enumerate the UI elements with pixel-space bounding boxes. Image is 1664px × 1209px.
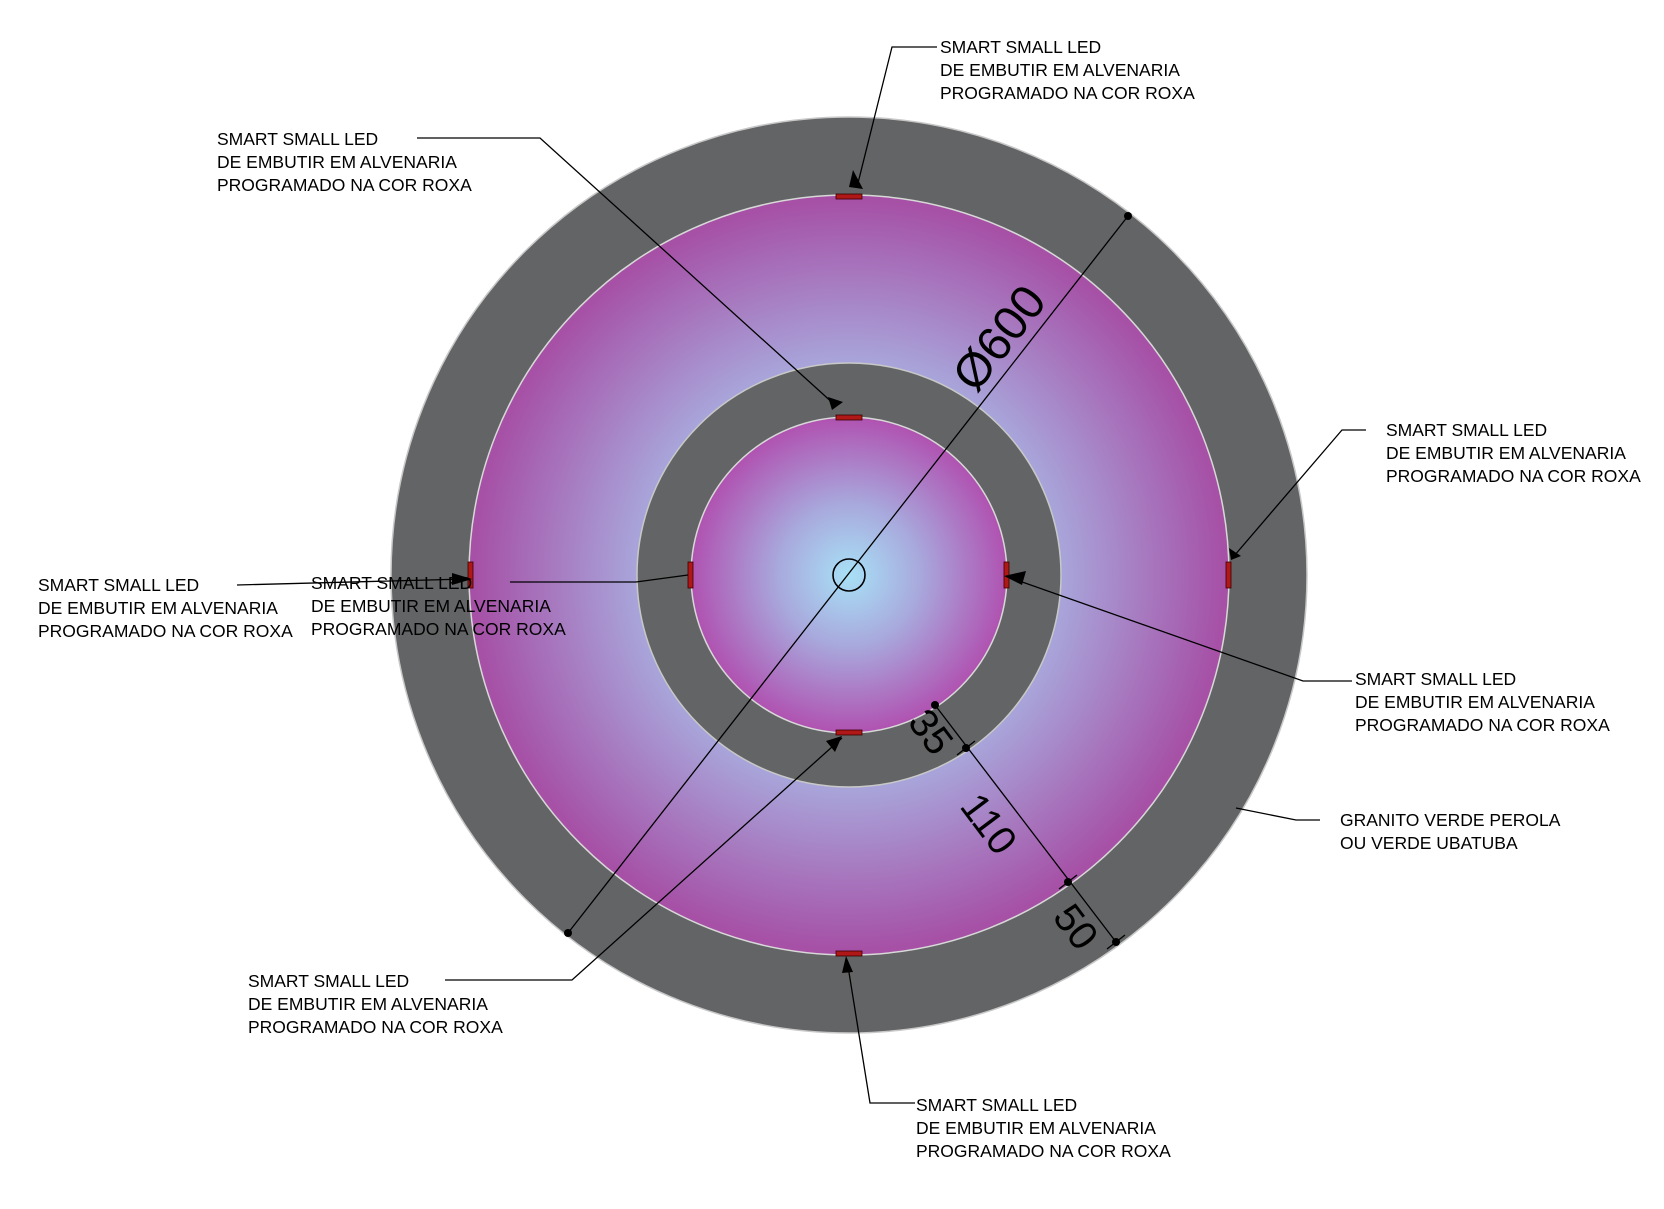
led-outer-top — [835, 193, 863, 200]
callout-upper-left-line-2: DE EMBUTIR EM ALVENARIA — [217, 152, 457, 172]
callout-right: SMART SMALL LED DE EMBUTIR EM ALVENARIA … — [1386, 420, 1641, 486]
callout-left-inner: SMART SMALL LED DE EMBUTIR EM ALVENARIA … — [311, 573, 566, 639]
led-inner-left — [687, 561, 694, 589]
callout-top-line-3: PROGRAMADO NA COR ROXA — [940, 83, 1195, 103]
led-outer-right — [1225, 561, 1232, 589]
callout-top-line-2: DE EMBUTIR EM ALVENARIA — [940, 60, 1180, 80]
callout-top: SMART SMALL LED DE EMBUTIR EM ALVENARIA … — [940, 37, 1195, 103]
callout-lower-left-line-3: PROGRAMADO NA COR ROXA — [248, 1017, 503, 1037]
callout-granite-line-2: OU VERDE UBATUBA — [1340, 833, 1518, 853]
callout-bottom-line-3: PROGRAMADO NA COR ROXA — [916, 1141, 1171, 1161]
callout-bottom-line-1: SMART SMALL LED — [916, 1095, 1077, 1115]
callout-lower-left-line-2: DE EMBUTIR EM ALVENARIA — [248, 994, 488, 1014]
callout-upper-left-line-1: SMART SMALL LED — [217, 129, 378, 149]
callout-right-line-1: SMART SMALL LED — [1386, 420, 1547, 440]
inner-light-circle — [690, 416, 1008, 734]
callout-upper-left-line-3: PROGRAMADO NA COR ROXA — [217, 175, 472, 195]
callout-left-outer-line-1: SMART SMALL LED — [38, 575, 199, 595]
led-fixtures — [467, 193, 1232, 957]
radial-dimension-chain — [931, 701, 1126, 950]
led-inner-top — [835, 414, 863, 421]
callout-bottom-line-2: DE EMBUTIR EM ALVENARIA — [916, 1118, 1156, 1138]
callout-left-inner-line-1: SMART SMALL LED — [311, 573, 472, 593]
callout-upper-left: SMART SMALL LED DE EMBUTIR EM ALVENARIA … — [217, 129, 472, 195]
callout-bottom: SMART SMALL LED DE EMBUTIR EM ALVENARIA … — [916, 1095, 1171, 1161]
callout-right-line-3: PROGRAMADO NA COR ROXA — [1386, 466, 1641, 486]
callout-lower-right-line-3: PROGRAMADO NA COR ROXA — [1355, 715, 1610, 735]
callout-left-outer: SMART SMALL LED DE EMBUTIR EM ALVENARIA … — [38, 575, 293, 641]
led-outer-bottom — [835, 950, 863, 957]
callout-top-line-1: SMART SMALL LED — [940, 37, 1101, 57]
callout-left-inner-line-3: PROGRAMADO NA COR ROXA — [311, 619, 566, 639]
callout-right-line-2: DE EMBUTIR EM ALVENARIA — [1386, 443, 1626, 463]
led-inner-right — [1003, 561, 1010, 589]
led-outer-left — [467, 561, 474, 589]
callout-lower-left-line-1: SMART SMALL LED — [248, 971, 409, 991]
callout-left-inner-line-2: DE EMBUTIR EM ALVENARIA — [311, 596, 551, 616]
callout-lower-right-line-2: DE EMBUTIR EM ALVENARIA — [1355, 692, 1595, 712]
callout-left-outer-line-3: PROGRAMADO NA COR ROXA — [38, 621, 293, 641]
callout-lower-right-line-1: SMART SMALL LED — [1355, 669, 1516, 689]
callout-lower-right: SMART SMALL LED DE EMBUTIR EM ALVENARIA … — [1355, 669, 1610, 735]
leader-lines — [236, 46, 1366, 1104]
diameter-dimension — [564, 212, 1132, 937]
led-inner-bottom — [835, 729, 863, 736]
center-marker-icon — [832, 558, 866, 592]
callout-granite: GRANITO VERDE PEROLA OU VERDE UBATUBA — [1340, 810, 1561, 853]
callout-granite-line-1: GRANITO VERDE PEROLA — [1340, 810, 1561, 830]
callout-lower-left: SMART SMALL LED DE EMBUTIR EM ALVENARIA … — [248, 971, 503, 1037]
callout-left-outer-line-2: DE EMBUTIR EM ALVENARIA — [38, 598, 278, 618]
